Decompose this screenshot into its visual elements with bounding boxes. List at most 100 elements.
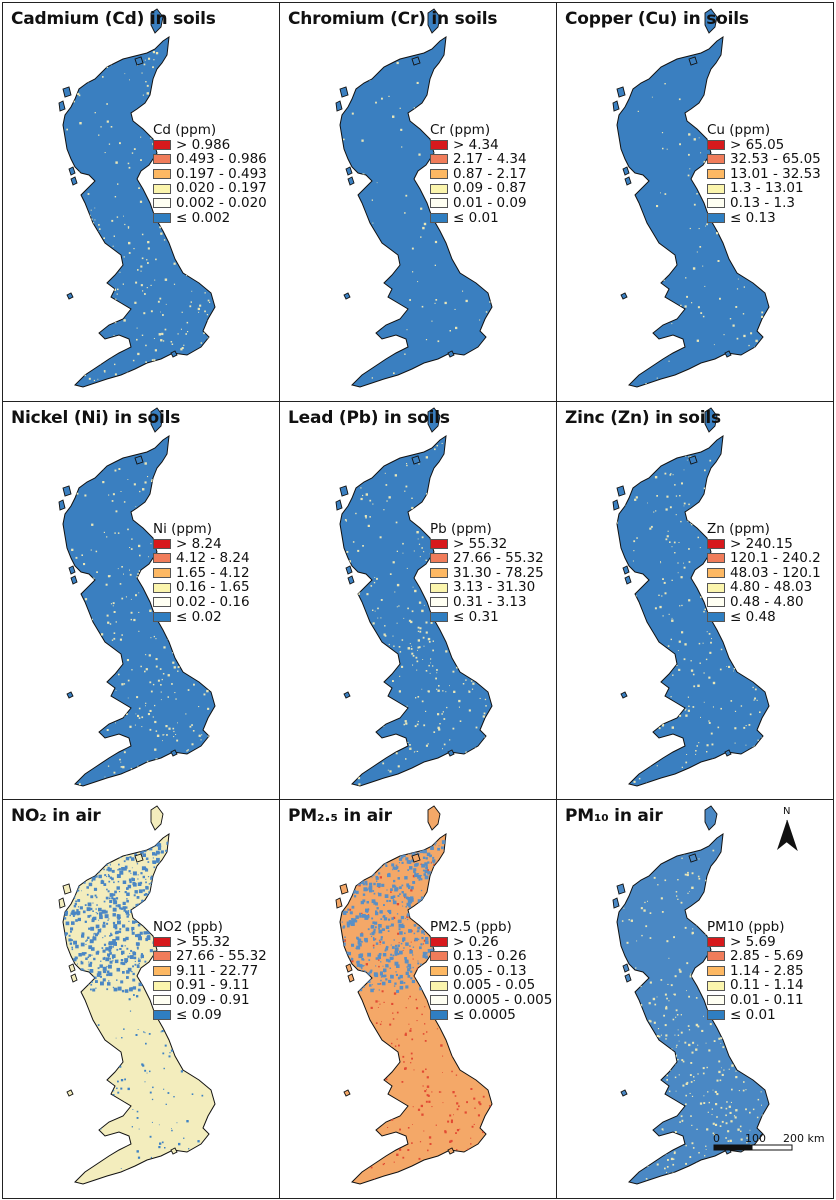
map-panel-cu: Copper (Cu) in soils Cu (ppm) > 65.05 32.53… xyxy=(556,2,834,402)
legend-swatch xyxy=(153,980,171,991)
legend-swatch xyxy=(153,582,171,593)
island-2 xyxy=(339,86,349,98)
island-6 xyxy=(620,1089,628,1097)
legend-label: 0.09 - 0.91 xyxy=(176,991,250,1008)
legend-swatch xyxy=(707,139,725,150)
island-6 xyxy=(343,691,351,699)
island-3 xyxy=(58,897,66,909)
legend-label: 0.48 - 4.80 xyxy=(730,593,804,610)
panel-title: NO₂ in air xyxy=(11,806,101,826)
legend-swatch xyxy=(153,183,171,194)
island-5 xyxy=(624,176,632,186)
map-legend: Pb (ppm) > 55.32 27.66 - 55.32 31.30 - 78.2… xyxy=(430,522,544,624)
legend-item: > 0.26 xyxy=(430,933,552,950)
island-4 xyxy=(622,963,630,973)
legend-swatch xyxy=(430,198,448,209)
north-arrow-icon xyxy=(777,819,798,852)
scale-bar xyxy=(713,1144,793,1151)
legend-swatch xyxy=(707,936,725,947)
legend-label: 1.65 - 4.12 xyxy=(176,564,250,581)
gb-map-pb xyxy=(335,407,493,787)
island-5 xyxy=(347,176,355,186)
map-legend: Ni (ppm) > 8.24 4.12 - 8.24 1.65 - 4.12 0.16… xyxy=(153,522,250,624)
panel-title: Copper (Cu) in soils xyxy=(565,9,749,29)
legend-swatch xyxy=(707,154,725,165)
legend-item: 9.11 - 22.77 xyxy=(153,964,267,979)
legend-label: > 240.15 xyxy=(730,535,793,552)
gb-map-cu xyxy=(612,8,770,388)
island-1 xyxy=(688,56,698,66)
legend-label: 0.05 - 0.13 xyxy=(453,962,527,979)
legend-item: ≤ 0.13 xyxy=(707,210,821,226)
gb-landmass xyxy=(616,434,770,787)
island-4 xyxy=(68,963,76,973)
legend-swatch xyxy=(707,538,725,549)
legend-item: 0.005 - 0.05 xyxy=(430,978,552,993)
legend-item: 4.12 - 8.24 xyxy=(153,551,250,566)
legend-swatch xyxy=(430,183,448,194)
scale-label: 0 xyxy=(713,1132,720,1145)
legend-label: > 0.26 xyxy=(453,933,499,950)
island-0 xyxy=(704,407,718,433)
scale-label: 100 xyxy=(745,1132,766,1145)
island-3 xyxy=(612,100,620,112)
legend-label: ≤ 0.01 xyxy=(453,209,499,226)
island-6 xyxy=(620,292,628,300)
legend-item: > 0.986 xyxy=(153,137,267,153)
island-5 xyxy=(70,176,78,186)
legend-swatch xyxy=(707,169,725,180)
legend-item: 0.13 - 0.26 xyxy=(430,949,552,964)
legend-title: Cr (ppm) xyxy=(430,122,491,138)
legend-swatch xyxy=(707,966,725,977)
legend-item: 120.1 - 240.2 xyxy=(707,551,821,566)
legend-item: 48.03 - 120.1 xyxy=(707,566,821,581)
gb-landmass xyxy=(616,832,770,1185)
legend-swatch xyxy=(430,538,448,549)
map-panel-zn: Zinc (Zn) in soils Zn (ppm) > 240.15 120.1 … xyxy=(556,401,834,801)
island-7 xyxy=(170,350,178,358)
legend-item: ≤ 0.002 xyxy=(153,209,267,226)
legend-label: ≤ 0.002 xyxy=(176,209,231,226)
legend-swatch xyxy=(707,1009,725,1020)
legend-label: > 5.69 xyxy=(730,933,776,950)
legend-label: 0.0005 - 0.005 xyxy=(453,991,553,1008)
legend-label: 27.66 - 55.32 xyxy=(453,550,544,567)
map-panel-ni: Nickel (Ni) in soils Ni (ppm) > 8.24 4.12 -… xyxy=(2,401,280,801)
island-1 xyxy=(134,853,144,863)
island-2 xyxy=(62,485,72,497)
legend-swatch xyxy=(153,597,171,608)
island-2 xyxy=(339,883,349,895)
island-4 xyxy=(345,565,353,575)
legend-swatch xyxy=(707,951,725,962)
panel-title: PM₁₀ in air xyxy=(565,806,663,826)
legend-label: 13.01 - 32.53 xyxy=(730,165,821,182)
legend-item: > 55.32 xyxy=(430,536,544,552)
legend-label: 0.002 - 0.020 xyxy=(176,194,267,211)
legend-item: 0.493 - 0.986 xyxy=(153,152,267,167)
legend-swatch xyxy=(430,995,448,1006)
island-6 xyxy=(343,292,351,300)
legend-title: Cu (ppm) xyxy=(707,122,771,138)
legend-label: 0.31 - 3.13 xyxy=(453,593,527,610)
island-6 xyxy=(66,1089,74,1097)
legend-label: 9.11 - 22.77 xyxy=(176,962,259,979)
legend-item: 0.09 - 0.87 xyxy=(430,181,527,196)
legend-swatch xyxy=(153,568,171,579)
legend-swatch xyxy=(430,139,448,150)
legend-swatch xyxy=(430,154,448,165)
legend-item: 2.17 - 4.34 xyxy=(430,152,527,167)
legend-item: 0.13 - 1.3 xyxy=(707,196,821,211)
legend-swatch xyxy=(153,538,171,549)
legend-label: > 8.24 xyxy=(176,535,222,552)
island-3 xyxy=(335,897,343,909)
legend-title: PM2.5 (ppb) xyxy=(430,919,512,935)
legend-label: > 65.05 xyxy=(730,136,785,153)
legend-item: > 4.34 xyxy=(430,137,527,153)
legend-label: 0.01 - 0.09 xyxy=(453,194,527,211)
island-6 xyxy=(66,292,74,300)
legend-label: 48.03 - 120.1 xyxy=(730,564,821,581)
legend-item: 0.05 - 0.13 xyxy=(430,964,552,979)
island-5 xyxy=(347,973,355,983)
island-5 xyxy=(624,973,632,983)
island-2 xyxy=(616,883,626,895)
